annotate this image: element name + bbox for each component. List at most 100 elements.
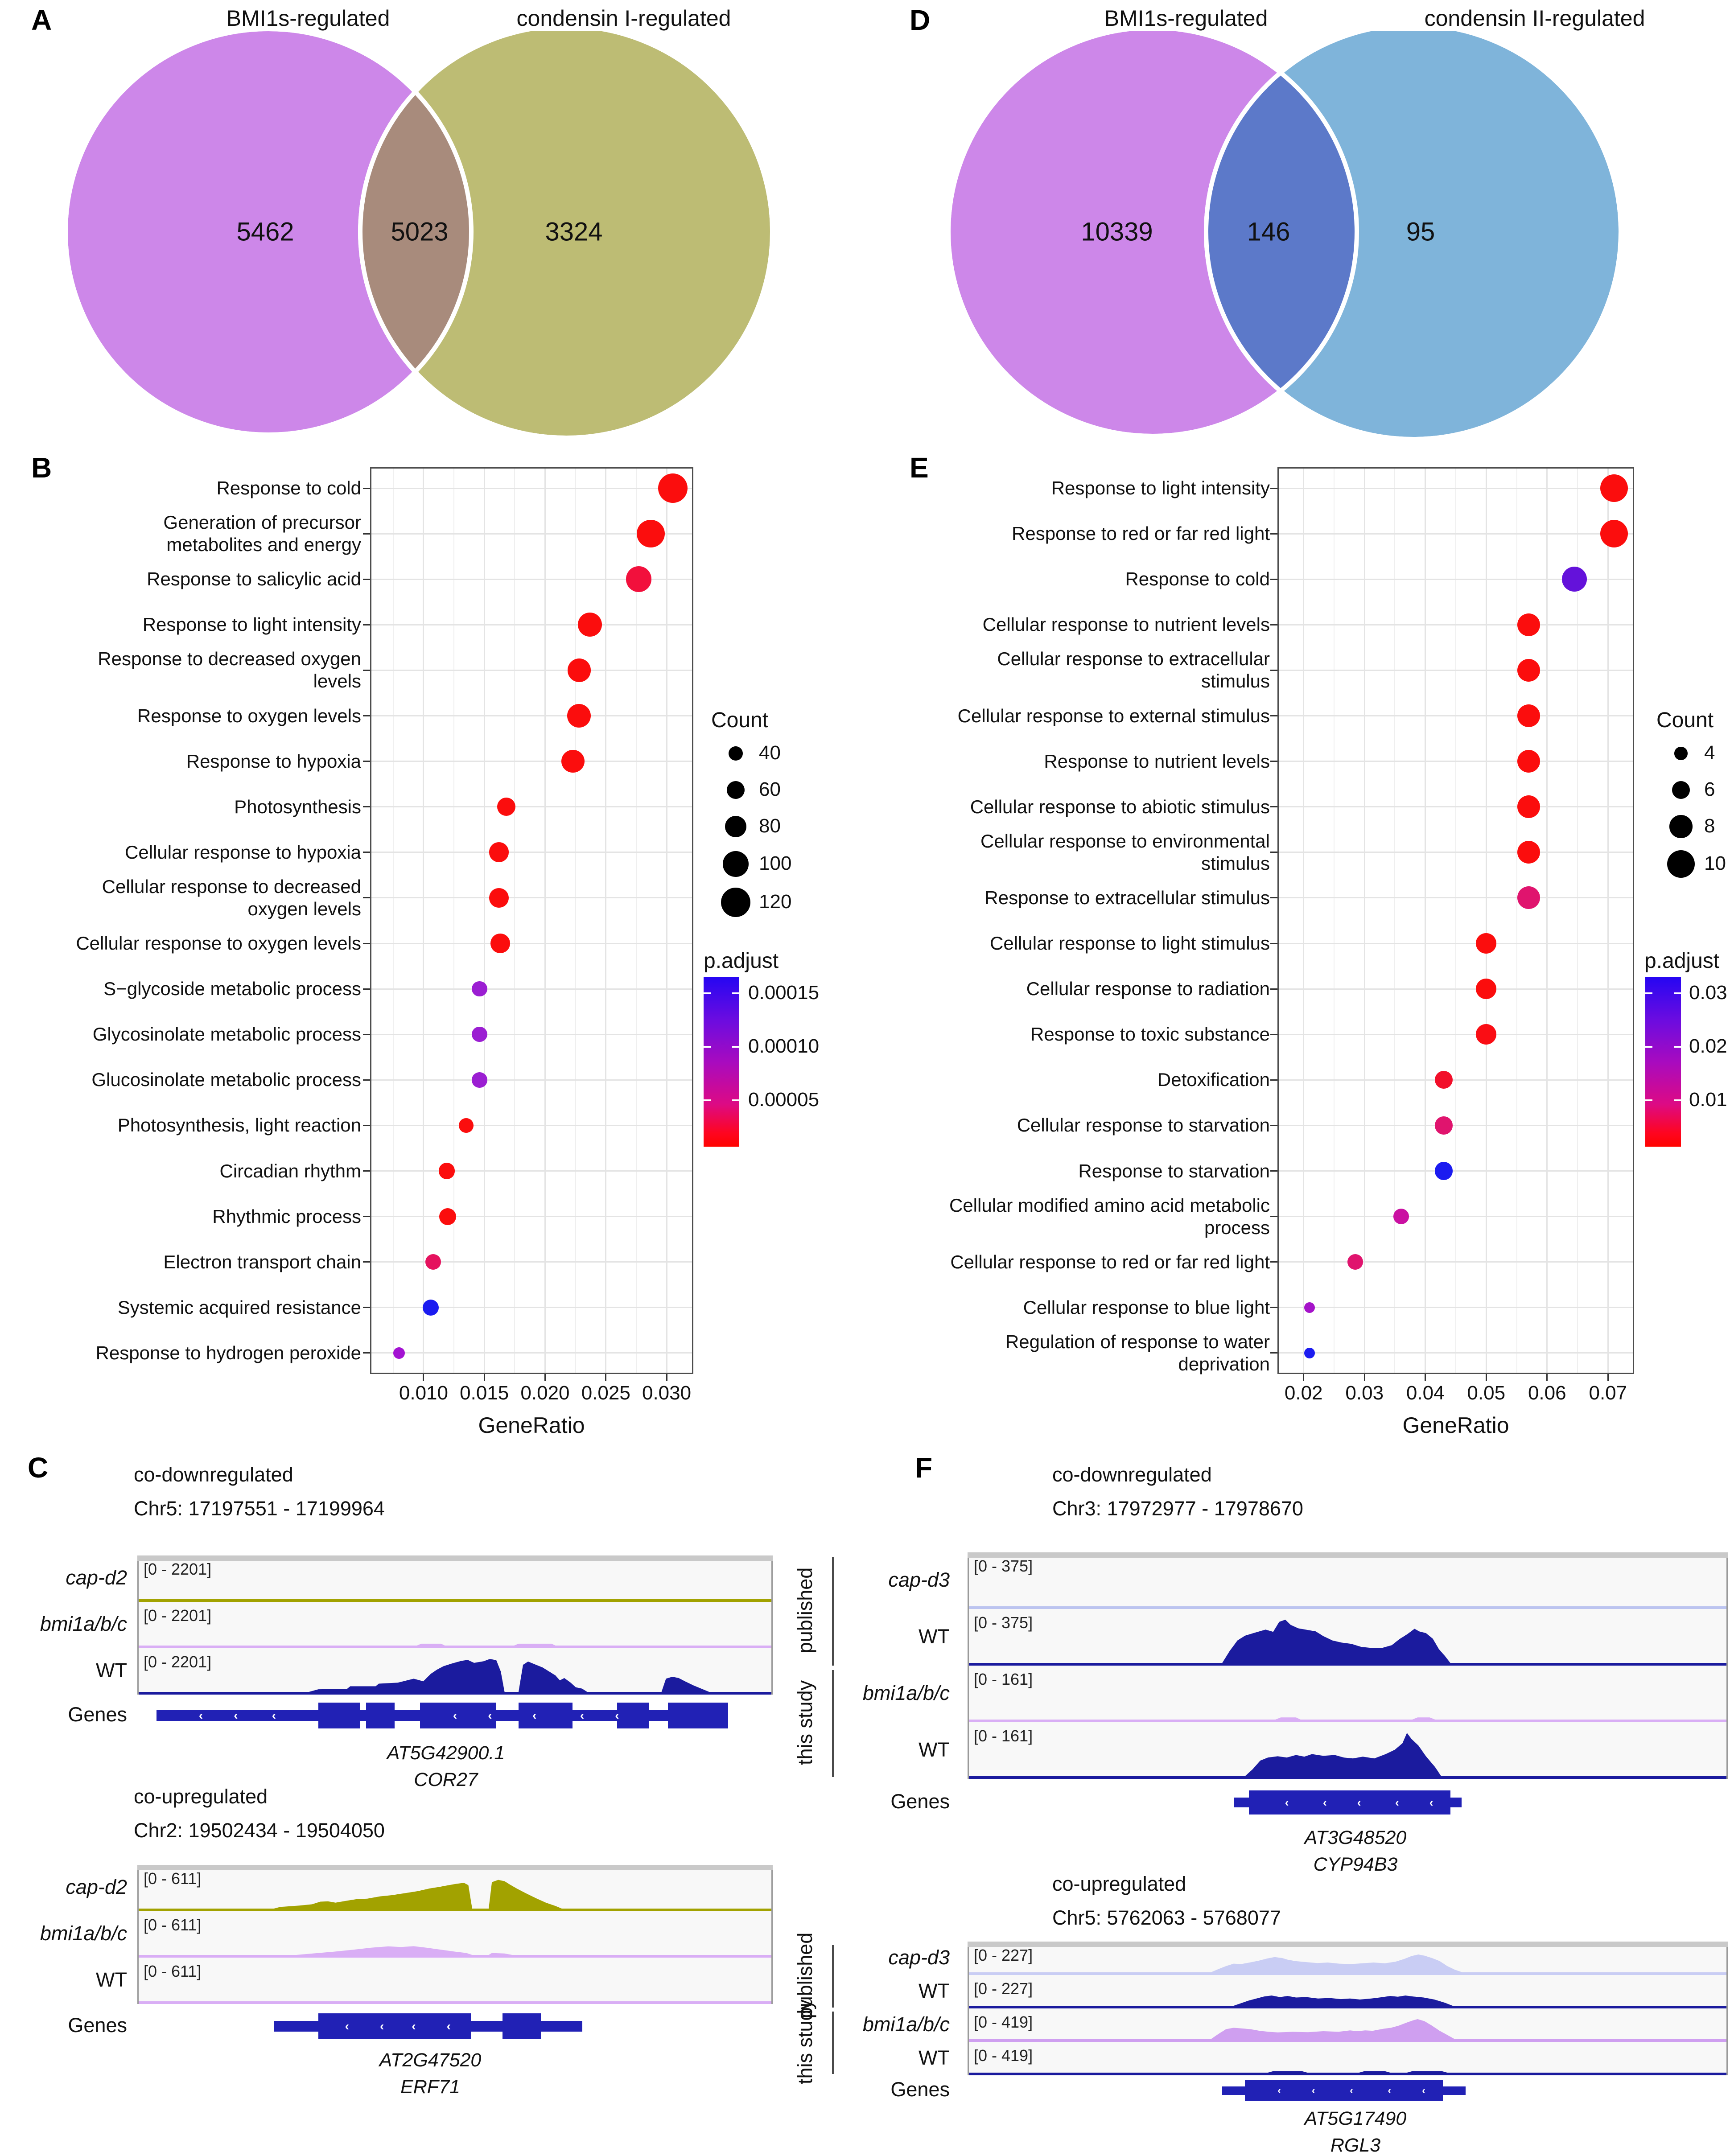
- category-label: Response to oxygen levels: [38, 705, 361, 727]
- venn-d-overlap-count: 146: [1247, 217, 1290, 247]
- grid-hline: [1277, 1124, 1634, 1126]
- grid-hline: [370, 942, 693, 944]
- gene-name: AT3G48520: [1304, 1827, 1407, 1848]
- category-label-line: Cellular response to extracellular: [997, 648, 1270, 670]
- group-bracket-line: [832, 1557, 834, 1666]
- category-label: Circadian rhythm: [38, 1160, 361, 1182]
- panel-letter-b: B: [31, 452, 52, 484]
- category-label-line: deprivation: [1178, 1353, 1270, 1374]
- track-range: [0 - 375]: [974, 1613, 1033, 1632]
- category-label-line: Response to oxygen levels: [137, 705, 361, 726]
- category-label: Response to cold: [38, 477, 361, 499]
- grid-hline: [1277, 942, 1634, 944]
- grid-major-vline: [1363, 467, 1365, 1374]
- category-label: Cellular response to abiotic stimulus: [913, 796, 1270, 818]
- genes-track-label: Genes: [68, 1703, 127, 1726]
- category-label-line: Photosynthesis: [234, 796, 361, 817]
- y-tick-mark: [1270, 1170, 1277, 1172]
- panel-letter-a: A: [31, 4, 52, 36]
- data-point: [1304, 1302, 1315, 1313]
- track-baseline: [969, 1606, 1726, 1609]
- browser-box-header: [968, 1552, 1728, 1558]
- data-point: [1347, 1254, 1363, 1270]
- gene-name: COR27: [414, 1769, 478, 1790]
- grid-minor-vline: [453, 467, 455, 1374]
- gene-strand-arrow: ‹: [1350, 2084, 1353, 2096]
- genes-track-label: Genes: [890, 1790, 950, 1813]
- track-signal: [309, 1659, 709, 1692]
- category-label: Cellular modified amino acid metabolic pr…: [913, 1194, 1270, 1239]
- gene-strand-arrow: ‹: [580, 1708, 585, 1722]
- category-label-line: Cellular response to blue light: [1023, 1296, 1270, 1318]
- grid-major-vline: [544, 467, 546, 1374]
- section-region: Chr2: 19502434 - 19504050: [134, 1819, 385, 1842]
- gene-name: AT2G47520: [379, 2049, 482, 2071]
- category-label-line: metabolites and energy: [166, 534, 361, 555]
- grid-hline: [1277, 897, 1634, 899]
- data-point: [1561, 566, 1587, 592]
- grid-hline: [370, 669, 693, 671]
- y-tick-mark: [363, 1033, 370, 1035]
- x-tick-mark: [1363, 1374, 1365, 1381]
- category-label-line: S−glycoside metabolic process: [103, 978, 361, 1000]
- track-signal: [1211, 2019, 1455, 2039]
- grid-minor-vline: [635, 467, 637, 1374]
- x-tick-label: 0.015: [460, 1382, 509, 1404]
- category-label-line: Rhythmic process: [212, 1206, 361, 1227]
- category-label: Response to decreased oxygen levels: [38, 648, 361, 692]
- data-point: [567, 658, 591, 682]
- track-baseline: [139, 2001, 771, 2004]
- track-baseline: [139, 1955, 771, 1958]
- grid-hline: [370, 1307, 693, 1308]
- gene-strand-arrow: ‹: [1388, 2084, 1392, 2096]
- data-point: [637, 519, 665, 548]
- signal-area: [1222, 1620, 1450, 1663]
- x-tick-label: 0.010: [399, 1382, 448, 1404]
- dotplot-b-xlabel: GeneRatio: [478, 1413, 585, 1438]
- gene-strand-arrow: ‹: [412, 2019, 416, 2033]
- data-point: [1517, 613, 1541, 636]
- x-tick-label: 0.025: [581, 1382, 630, 1404]
- track-baseline: [969, 1720, 1726, 1722]
- panel-letter-d: D: [910, 4, 931, 36]
- y-tick-mark: [363, 1079, 370, 1081]
- x-tick-mark: [1425, 1374, 1426, 1381]
- y-tick-mark: [1270, 624, 1277, 625]
- grid-hline: [370, 806, 693, 808]
- data-point: [1434, 1116, 1453, 1135]
- y-tick-mark: [363, 533, 370, 535]
- gene-strand-arrow: ‹: [1357, 1796, 1361, 1809]
- x-tick-mark: [605, 1374, 607, 1381]
- y-tick-mark: [363, 1170, 370, 1172]
- grid-hline: [370, 1124, 693, 1126]
- section-title: co-downregulated: [134, 1463, 293, 1486]
- panel-letter-c: C: [28, 1452, 49, 1484]
- legend-count-label: 40: [759, 742, 781, 764]
- plot-border: [370, 467, 693, 1374]
- x-tick-label: 0.06: [1528, 1382, 1566, 1404]
- browser-box-header: [968, 1942, 1728, 1947]
- venn-d-left-outline: [946, 31, 1359, 438]
- track-signal: [1275, 1717, 1435, 1720]
- gene-name: RGL3: [1330, 2135, 1381, 2156]
- y-tick-mark: [1270, 487, 1277, 489]
- data-point: [438, 1163, 455, 1179]
- category-label-line: Cellular response to nutrient levels: [982, 614, 1270, 635]
- data-point: [1517, 886, 1541, 909]
- y-tick-mark: [1270, 897, 1277, 899]
- section-region: Chr5: 17197551 - 17199964: [134, 1497, 385, 1520]
- x-tick-mark: [1546, 1374, 1548, 1381]
- track-baseline: [969, 1972, 1726, 1975]
- legend-padjust-tick-right: [1674, 1099, 1681, 1101]
- grid-minor-vline: [1455, 467, 1456, 1374]
- legend-padjust-tick-left: [704, 1046, 711, 1048]
- grid-hline: [1277, 1307, 1634, 1308]
- category-label-line: oxygen levels: [247, 898, 361, 919]
- category-label-line: Generation of precursor: [163, 512, 361, 533]
- track-label: cap-d3: [888, 1946, 950, 1969]
- category-label: Response to light intensity: [38, 613, 361, 636]
- track-baseline: [969, 2039, 1726, 2042]
- track-range: [0 - 2201]: [144, 1560, 212, 1578]
- track-range: [0 - 375]: [974, 1557, 1033, 1575]
- category-label: Response to hypoxia: [38, 750, 361, 773]
